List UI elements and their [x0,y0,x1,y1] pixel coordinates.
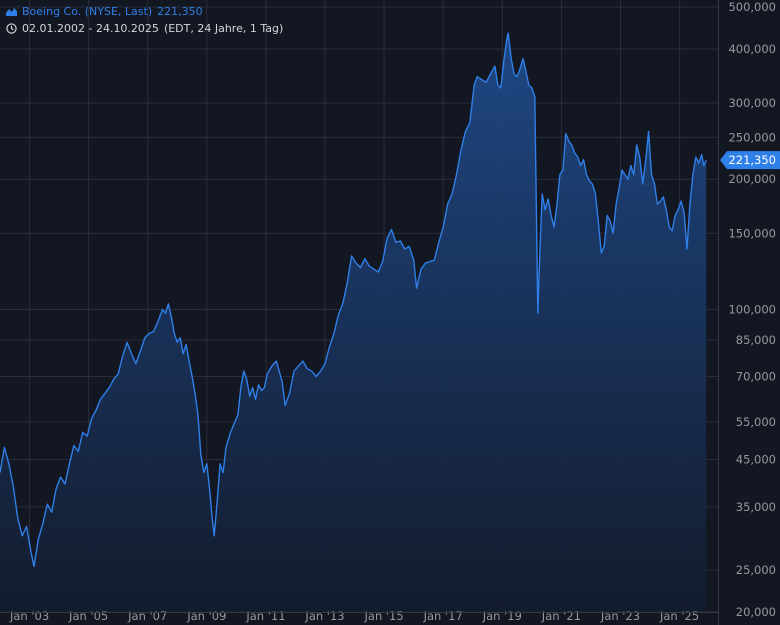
y-tick-label: 500,000 [728,0,776,14]
y-tick-label: 250,000 [728,130,776,144]
series-area-fill [0,33,707,612]
x-axis: Jan '03 Jan '05 Jan '07 Jan '09 Jan '11 Jan '… [0,609,718,623]
series-line [0,32,707,567]
y-tick-label: 55,000 [736,415,776,429]
y-tick-label: 35,000 [736,500,776,514]
y-tick-label: 300,000 [728,96,776,110]
y-tick-label: 100,000 [728,303,776,317]
x-tick-label: Jan '23 [600,609,640,623]
y-tick-label: 70,000 [736,370,776,384]
y-tick-label: 85,000 [736,333,776,347]
last-price-label: 221,350 [728,153,776,167]
date-range-info: 02.01.2002 - 24.10.2025 (EDT, 24 Jahre, … [6,22,283,35]
series-legend[interactable]: Boeing Co. (NYSE, Last) 221,350 [6,5,203,18]
y-tick-label: 45,000 [736,453,776,467]
x-tick-label: Jan '21 [541,609,581,623]
date-range: 02.01.2002 - 24.10.2025 [22,22,159,35]
last-price-badge-bg [720,151,780,170]
x-tick-label: Jan '11 [245,609,285,623]
series-label: Boeing Co. (NYSE, Last) [22,5,153,18]
area-series-icon [6,8,17,16]
series-last-value: 221,350 [157,5,203,18]
x-tick-label: Jan '03 [9,609,49,623]
price-area [0,32,707,612]
y-axis: 500,000 400,000 300,000 250,000 200,000 150,0… [718,0,780,625]
clock-icon [6,23,17,34]
y-tick-label: 25,000 [736,563,776,577]
x-tick-label: Jan '05 [68,609,108,623]
y-tick-label: 200,000 [728,172,776,186]
x-tick-label: Jan '17 [423,609,463,623]
y-tick-label: 150,000 [728,226,776,240]
x-tick-label: Jan '13 [304,609,344,623]
x-tick-label: Jan '15 [364,609,404,623]
x-tick-label: Jan '07 [127,609,167,623]
x-tick-label: Jan '25 [659,609,699,623]
last-price-badge: 221,350 [720,151,780,170]
x-tick-label: Jan '19 [482,609,522,623]
y-tick-label: 400,000 [728,42,776,56]
y-tick-label: 20,000 [736,605,776,619]
x-tick-label: Jan '09 [186,609,226,623]
period-info: (EDT, 24 Jahre, 1 Tag) [163,22,284,35]
